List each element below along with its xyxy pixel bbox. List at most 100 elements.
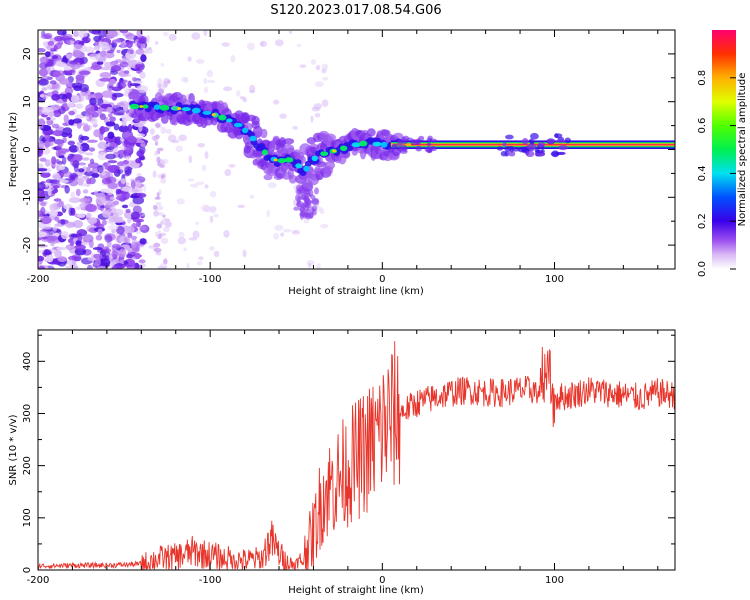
ridge-blob bbox=[218, 114, 227, 121]
spectrogram-blob bbox=[131, 76, 137, 82]
spectrogram-blob bbox=[125, 225, 135, 234]
spectrogram-blob bbox=[151, 135, 157, 141]
spectrogram-blob bbox=[80, 135, 90, 141]
spectrogram-blob bbox=[230, 54, 236, 63]
spectrogram-blob bbox=[156, 223, 163, 229]
spectrogram-blob bbox=[196, 260, 203, 266]
spectrogram-blob bbox=[118, 145, 126, 149]
spectrogram-blob bbox=[107, 164, 119, 174]
spectrogram-blob bbox=[132, 218, 145, 223]
ridge-blob bbox=[129, 103, 140, 110]
spectrogram-blob bbox=[55, 159, 60, 164]
colorbar-ticks: 0.0 0.2 0.4 0.6 0.8 bbox=[697, 70, 736, 277]
spectrogram-blob bbox=[89, 158, 95, 164]
spectrogram-blob bbox=[43, 249, 52, 256]
spectrogram-blob bbox=[97, 164, 104, 174]
ridge-blob bbox=[316, 161, 327, 168]
ridge-blob bbox=[500, 150, 508, 157]
spectrogram-blob bbox=[118, 79, 128, 83]
spectrogram-blob bbox=[38, 146, 44, 155]
spectrogram-blob bbox=[310, 115, 314, 123]
spectrogram-blob bbox=[51, 156, 57, 165]
spectrogram-blob bbox=[122, 159, 129, 165]
ridge-blob bbox=[320, 151, 329, 157]
spectrogram-blob bbox=[99, 113, 106, 121]
snr-frame bbox=[37, 329, 676, 571]
spectrogram-blob bbox=[159, 232, 167, 237]
spectrogram-blob bbox=[60, 219, 66, 225]
spectrogram-blob bbox=[159, 263, 168, 269]
ridge-blob bbox=[415, 145, 423, 152]
spectrogram-blob bbox=[144, 47, 148, 55]
spectrogram-blob bbox=[46, 44, 56, 51]
spectrogram-blob bbox=[140, 54, 147, 63]
ridge-blob bbox=[351, 142, 362, 148]
spectrogram-blob bbox=[59, 179, 69, 184]
ridge-blob bbox=[283, 138, 295, 145]
spectrogram-blob bbox=[143, 184, 147, 193]
spectrogram-blob bbox=[40, 34, 52, 40]
spectrogram-blob bbox=[104, 61, 112, 68]
spectrogram-blob bbox=[162, 31, 169, 37]
spectrogram-blob bbox=[177, 237, 187, 245]
snr-y-axis-label: SNR (10 * v/v) bbox=[8, 414, 19, 485]
spectrogram-blob bbox=[114, 136, 121, 144]
spectrogram-blob bbox=[75, 206, 81, 211]
ridge-blob bbox=[324, 133, 336, 142]
ridge-blob bbox=[401, 140, 408, 145]
spectrogram-blob bbox=[75, 103, 84, 109]
spectrogram-blob bbox=[61, 156, 67, 165]
spectrogram-blob bbox=[52, 71, 61, 78]
spectrogram-blob bbox=[75, 188, 81, 197]
ridge-blob bbox=[233, 122, 243, 128]
spectrogram-blob bbox=[91, 167, 99, 175]
spectrogram-blob bbox=[120, 42, 127, 48]
ridge-blob bbox=[535, 149, 544, 154]
spectrogram-blob bbox=[321, 63, 329, 71]
spectrogram-blob bbox=[106, 106, 113, 113]
ridge-blob bbox=[303, 165, 310, 172]
spectrogram-blob bbox=[81, 157, 90, 161]
spectrogram-blob bbox=[313, 103, 323, 110]
spectrogram-blob bbox=[86, 139, 98, 143]
spectrogram-blob bbox=[88, 147, 96, 152]
spectrogram-blob bbox=[94, 257, 101, 267]
spectrogram-blob bbox=[93, 45, 101, 51]
ridge-blob bbox=[311, 198, 319, 204]
spectrogram-blob bbox=[237, 204, 246, 209]
spectrogram-blob bbox=[41, 226, 52, 230]
ridge-blob bbox=[241, 127, 249, 134]
spectrogram-blob bbox=[88, 30, 100, 34]
ridge-blob bbox=[426, 137, 433, 142]
ridge-blob bbox=[304, 192, 312, 198]
spectrogram-blob bbox=[242, 249, 247, 258]
ridge-blob bbox=[564, 137, 571, 144]
spectrogram-blob bbox=[99, 125, 106, 135]
spectrogram-blob bbox=[310, 58, 317, 65]
spectrogram-blob bbox=[97, 228, 103, 235]
spectrogram-blob bbox=[58, 165, 65, 171]
ridge-blob bbox=[504, 146, 512, 152]
spectrogram-blob bbox=[187, 56, 192, 62]
spectrogram-blob bbox=[123, 260, 128, 265]
spectrogram-blob bbox=[82, 124, 90, 132]
ridge-blob bbox=[410, 139, 418, 146]
spectrogram-blob bbox=[96, 61, 104, 65]
spectrogram-blob bbox=[72, 49, 82, 58]
spectrogram-blob bbox=[154, 150, 158, 157]
spectrogram-blob bbox=[50, 210, 58, 217]
spectrogram-blob bbox=[44, 141, 51, 148]
spectrogram-blob bbox=[135, 48, 145, 55]
spectrogram-blob bbox=[138, 259, 146, 264]
spectrogram-blob bbox=[109, 142, 116, 148]
ridge-blob bbox=[211, 113, 216, 117]
ridge-blob bbox=[424, 146, 433, 153]
spectrogram-blob bbox=[134, 252, 141, 260]
spectrogram-blob bbox=[39, 157, 47, 162]
spectrogram-blob bbox=[315, 64, 321, 71]
spectrogram-blob bbox=[160, 237, 169, 244]
spectrogram-blob bbox=[93, 35, 102, 42]
spectrogram-blob bbox=[38, 255, 45, 262]
spectrogram-blob bbox=[109, 78, 116, 85]
spectrogram-blob bbox=[55, 61, 67, 67]
